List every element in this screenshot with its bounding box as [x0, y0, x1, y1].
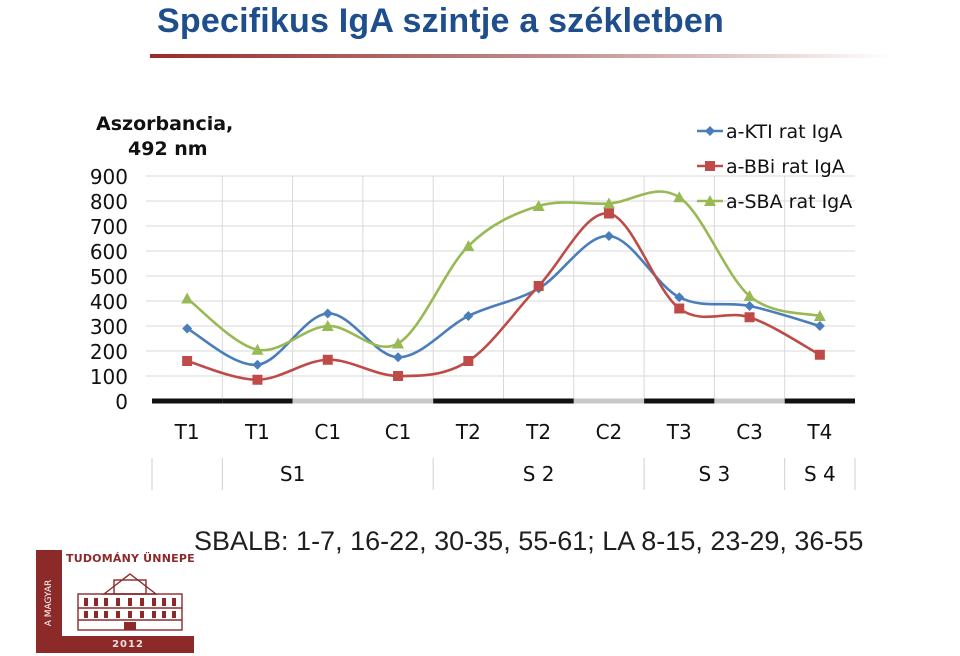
diamond-marker: [744, 301, 755, 311]
footer-note: SBALB: 1-7, 16-22, 30-35, 55-61; LA 8-15…: [194, 526, 864, 556]
phase-segment: [362, 398, 434, 404]
phase-bar: [152, 398, 855, 404]
diamond-marker: [393, 352, 404, 363]
diamond-marker: [252, 359, 263, 370]
square-marker: [603, 208, 614, 219]
series-line: [186, 212, 821, 382]
triangle-marker: [251, 343, 264, 355]
y-tick-label: 300: [90, 315, 128, 339]
phase-segment: [292, 398, 363, 404]
series-line: [186, 190, 821, 352]
series-lines: [181, 190, 826, 385]
diamond-marker: [603, 231, 614, 241]
y-tick-label: 0: [115, 390, 128, 414]
x-tick-label: T2: [455, 420, 481, 444]
triangle-marker: [392, 337, 405, 349]
diamond-marker: [322, 308, 333, 319]
square-marker: [252, 374, 263, 385]
y-tick-label: 100: [90, 365, 128, 389]
triangle-marker: [181, 292, 194, 304]
x-tick-label: C2: [596, 420, 623, 444]
x-tick-label: T1: [174, 420, 200, 444]
gridlines: [146, 175, 855, 401]
phase-segment: [644, 398, 715, 404]
triangle-marker: [602, 197, 615, 209]
legend: a-KTI rat IgA a-BBi rat IgA a-SBA rat IgA: [697, 121, 852, 213]
series-a-bbi-rat-iga: [182, 208, 825, 385]
triangle-marker: [743, 290, 756, 301]
group-label: S 3: [699, 462, 731, 486]
y-axis-title: Aszorbancia, 492 nm: [96, 112, 266, 162]
series-a-sba-rat-iga: [181, 190, 826, 355]
group-label: S 2: [523, 462, 555, 486]
group-label: S1: [280, 462, 305, 486]
phase-segment: [152, 398, 223, 404]
square-marker: [814, 349, 825, 360]
logo-year: 2012: [62, 636, 194, 653]
square-marker: [533, 281, 544, 291]
group-label: S 4: [804, 462, 836, 486]
y-axis-title-line-2: 492 nm: [128, 138, 208, 160]
phase-segment: [433, 398, 504, 404]
y-tick-label: 400: [90, 290, 128, 314]
phase-segment: [503, 398, 574, 404]
square-marker: [393, 371, 404, 381]
triangle-marker: [321, 320, 334, 331]
diamond-marker: [463, 311, 474, 321]
legend-label: a-KTI rat IgA: [726, 121, 842, 143]
y-tick-label: 600: [90, 240, 128, 264]
diamond-marker: [705, 126, 715, 136]
phase-segment: [784, 398, 855, 404]
x-tick-label: T1: [244, 420, 270, 444]
triangle-marker: [462, 240, 475, 251]
logo-title: TUDOMÁNY ÜNNEPE: [66, 552, 195, 565]
phase-segment: [714, 398, 785, 404]
phase-segment: [573, 398, 645, 404]
square-marker: [674, 303, 685, 314]
y-axis-title-line-1: Aszorbancia,: [96, 113, 234, 135]
diamond-marker: [674, 292, 685, 303]
square-marker: [182, 356, 193, 366]
x-tick-label: C1: [385, 420, 412, 444]
x-tick-label: T3: [666, 420, 692, 444]
square-marker: [463, 356, 474, 366]
logo-vertical-text: A MAGYAR: [44, 579, 54, 627]
logo-side-band: [36, 550, 62, 653]
square-marker: [705, 161, 715, 171]
triangle-marker: [532, 200, 545, 211]
building-icon: [77, 573, 183, 631]
y-tick-label: 200: [90, 340, 128, 364]
title-underline: [150, 54, 895, 58]
y-tick-label: 700: [90, 215, 128, 239]
diamond-marker: [814, 321, 825, 331]
square-marker: [744, 312, 755, 323]
square-marker: [322, 354, 333, 365]
x-tick-label: C3: [736, 420, 763, 444]
y-tick-label: 900: [90, 165, 128, 189]
legend-label: a-SBA rat IgA: [726, 191, 852, 213]
phase-segment: [222, 398, 293, 404]
triangle-marker: [704, 195, 716, 206]
x-tick-label: T4: [806, 420, 832, 444]
event-logo: TUDOMÁNY ÜNNEPE A MAGYAR 2012: [36, 550, 195, 653]
y-tick-label: 500: [90, 265, 128, 289]
legend-label: a-BBi rat IgA: [726, 156, 845, 178]
triangle-marker: [813, 310, 826, 321]
x-tick-label: T2: [525, 420, 551, 444]
category-axis: T1 T1 C1 C1 T2 T2 C2 T3 C3 T4 S1 S 2 S 3 S 4: [151, 420, 856, 490]
slide-title: Specifikus IgA szintje a székletben: [157, 2, 724, 40]
x-tick-label: C1: [314, 420, 341, 444]
y-tick-label: 800: [90, 190, 128, 214]
diamond-marker: [182, 323, 193, 334]
triangle-marker: [673, 191, 686, 203]
